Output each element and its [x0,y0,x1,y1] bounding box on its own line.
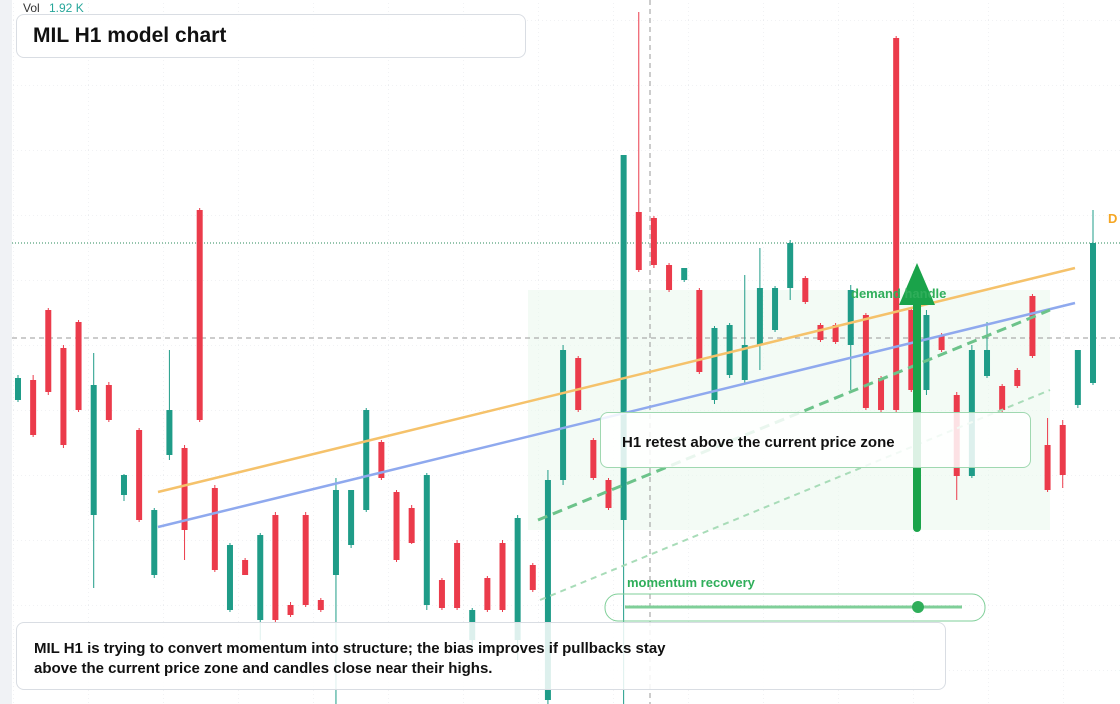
candle-body [817,325,824,340]
candle-body [151,510,158,575]
candle-body [544,480,551,700]
candle-body [378,442,385,478]
candle-body [75,322,82,410]
summary-text: MIL H1 is trying to convert momentum int… [34,640,666,677]
volume-value: 1.92 K [49,1,84,15]
edge-label: D [1108,211,1117,226]
candle-body [393,492,400,560]
volume-label: Vol [23,1,40,15]
candle-body [499,543,506,610]
candle-body [302,515,309,605]
candle-body [514,518,521,640]
annotation: momentum recovery [627,575,756,590]
candle-body [166,410,173,455]
candle-body [696,290,703,372]
candle-body [1090,243,1096,383]
candle-body [575,358,582,410]
candle-body [756,288,763,345]
candle-body [136,430,143,520]
candle-body [272,515,279,620]
candle-body [847,290,854,345]
candle-body [741,345,748,380]
candle-body [15,378,21,400]
candle-body [908,310,915,390]
candle-body [120,475,127,495]
candle-body [242,560,249,575]
left-edge [0,0,12,704]
candle-body [999,386,1006,410]
candle-body [938,335,945,350]
slider-knob [912,601,924,613]
candle-body [984,350,991,376]
candle-body [226,545,233,610]
candle-body [60,348,67,445]
annotation: demand handle [851,286,946,301]
chart-title: MIL H1 model chart [16,14,526,58]
candle-body [454,543,461,608]
candle-body [635,212,642,270]
candle-body [878,378,885,410]
candle-body [484,578,491,610]
candle-body [529,565,536,590]
candle-body [408,508,415,543]
candle-body [181,448,188,530]
candle-body [348,490,355,545]
slider [604,593,986,622]
candle-body [605,480,612,508]
candle-body [1044,445,1051,490]
candle-body [832,325,839,342]
candle-body [711,328,718,400]
candle-body [90,385,97,515]
candle-body [317,600,324,610]
candle-body [862,315,869,408]
candle-body [45,310,52,392]
candle-body [650,218,657,265]
candle-body [105,385,112,420]
candle-body [1014,370,1021,386]
candle-body [287,605,294,615]
candle-body [1029,296,1036,356]
candle-body [772,288,779,330]
candle-body [257,535,264,620]
candle-body [211,488,218,570]
arrow-head [899,263,935,305]
candle-body [590,440,597,478]
candle-body [438,580,445,608]
trend-line [157,266,1076,494]
annotation-box: H1 retest above the current price zone [600,412,1031,468]
candle-body [196,210,203,420]
candle-body [893,38,900,410]
candle-body [1074,350,1081,405]
candle-body [1059,425,1066,475]
candle-body [620,155,627,520]
summary: MIL H1 is trying to convert momentum int… [16,622,946,690]
candle-body [802,278,809,302]
candle-body [726,325,733,375]
candle-body [681,268,688,280]
candle-body [666,265,673,290]
candle-body [363,410,370,510]
candle-body [332,490,339,575]
channel-line [539,389,1051,601]
candle-body [423,475,430,605]
candle-body [30,380,37,435]
candle-body [923,315,930,390]
candle-body [560,350,567,480]
candle-body [787,243,794,288]
